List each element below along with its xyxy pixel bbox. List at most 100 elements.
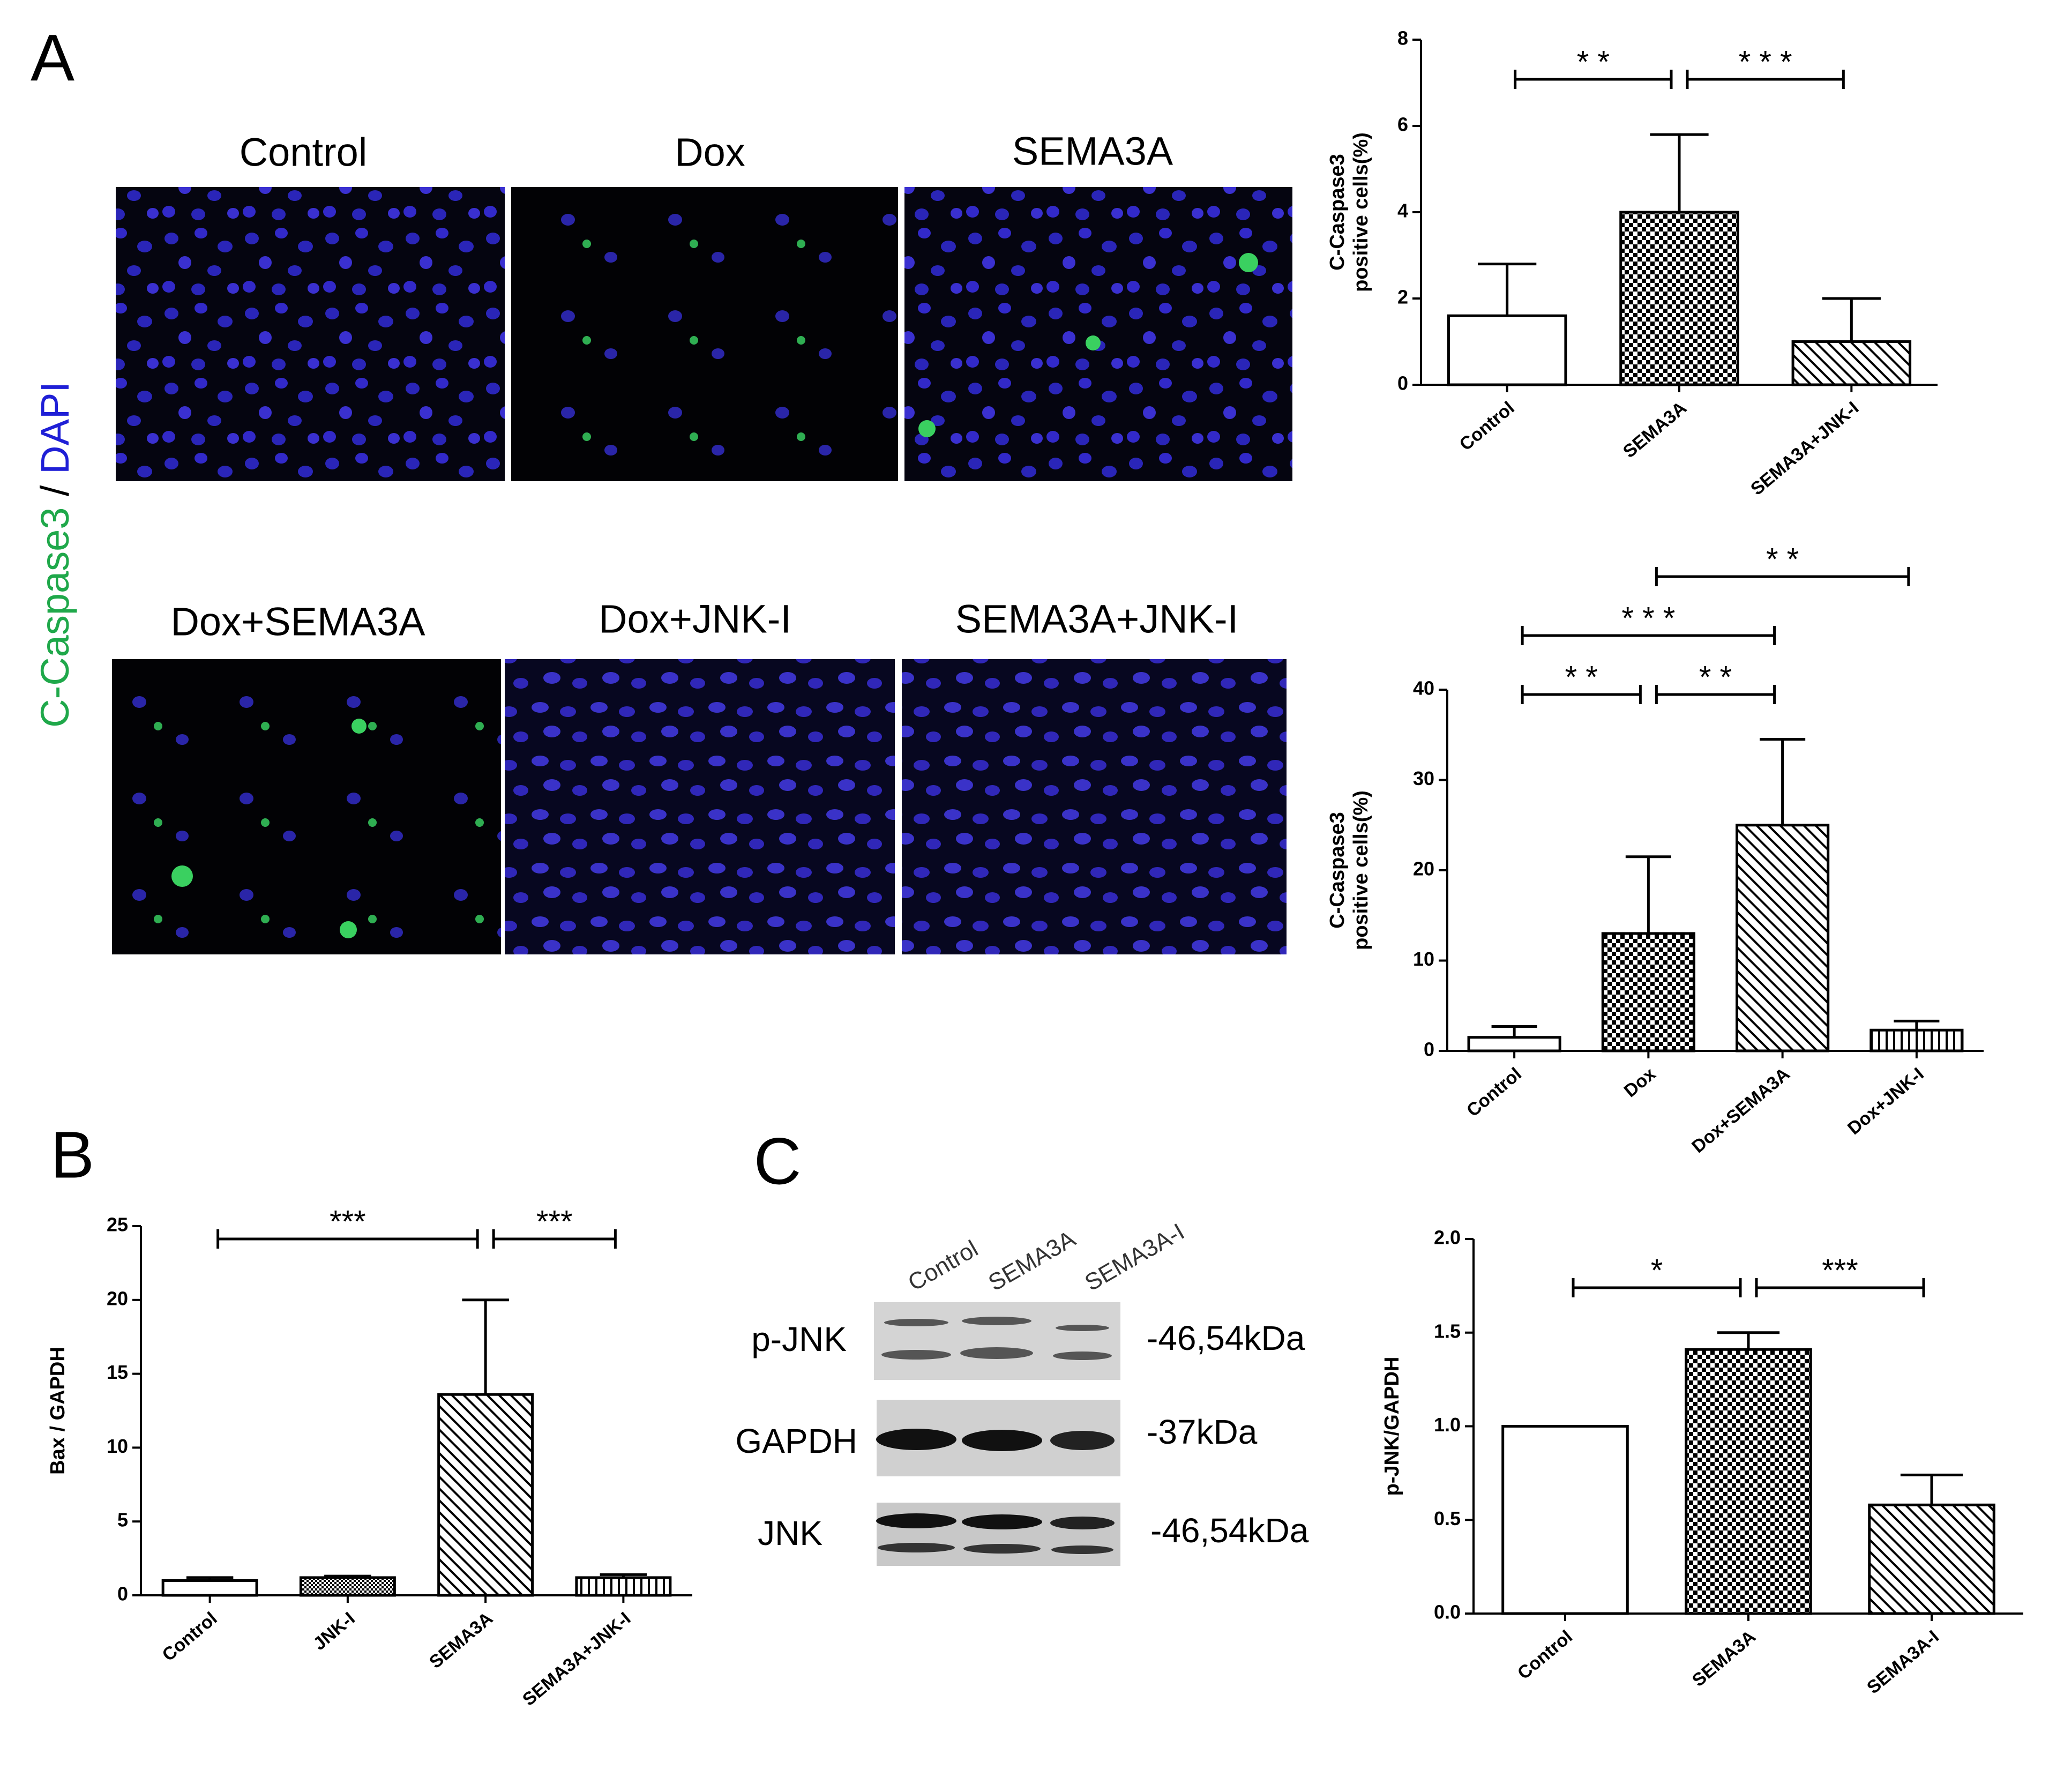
y-tick-label: 1.5 [1434, 1320, 1461, 1342]
y-tick-label: 6 [1397, 114, 1408, 136]
significance-label: * * [1577, 44, 1610, 79]
y-axis-label-line: C-Caspase3 [1326, 154, 1349, 271]
panel-label: B [50, 1118, 94, 1192]
blot-strip [877, 1503, 1120, 1566]
y-tick-label: 20 [107, 1287, 128, 1309]
x-tick-label: SEMA3A [1688, 1626, 1760, 1691]
micrograph-title: Dox+JNK-I [599, 597, 791, 641]
y-tick-label: 0 [1397, 372, 1408, 394]
y-axis-label-line: C-Caspase3 [1326, 812, 1349, 929]
significance-label: *** [1822, 1253, 1858, 1288]
lane-label: SEMA3A-I [1080, 1219, 1188, 1296]
error-bar [1625, 855, 1671, 934]
micrograph [902, 659, 1287, 954]
y-axis-label-line: positive cells(%) [1350, 132, 1372, 292]
micrograph [116, 187, 505, 481]
bar [1501, 1425, 1629, 1615]
bar-chart: 0 10 20 30 40 C-Caspase3positive cells(%) Cont… [1326, 542, 1984, 1157]
bar [1791, 340, 1912, 386]
apoptotic-cell [171, 865, 193, 887]
size-label: -46,54kDa [1147, 1319, 1305, 1357]
size-label: -37kDa [1147, 1413, 1258, 1451]
bar [1447, 314, 1567, 386]
micrograph-title: SEMA3A [1012, 129, 1173, 174]
micrograph-title: SEMA3A+JNK-I [955, 597, 1238, 641]
significance-bracket: * * * [1686, 44, 1845, 89]
micrographs [112, 187, 1292, 954]
y-tick-label: 25 [107, 1214, 128, 1236]
micrograph-title: Control [240, 130, 368, 175]
y-tick-label: 0.5 [1434, 1507, 1461, 1529]
apoptotic-cell [1086, 335, 1101, 350]
significance-label: * * [1766, 542, 1799, 577]
x-tick-label: Control [159, 1608, 221, 1666]
bar-chart: 0 2 4 6 8 C-Caspase3positive cells(%) Control S… [1326, 27, 1938, 499]
panel-label: C [754, 1125, 802, 1198]
error-bar [1900, 1473, 1963, 1505]
bar [1868, 1503, 1995, 1615]
significance-label: *** [536, 1204, 573, 1239]
bar [1685, 1348, 1812, 1615]
x-tick-label: Dox+JNK-I [1844, 1064, 1928, 1139]
lane-label: Control [903, 1235, 982, 1296]
y-axis-label: p-JNK/GAPDH [1381, 1357, 1403, 1496]
y-axis-label: C-Caspase3positive cells(%) [1326, 132, 1372, 292]
y-tick-label: 10 [1413, 948, 1434, 970]
significance-label: * * * [1739, 44, 1792, 79]
y-axis-label: Bax / GAPDH [47, 1347, 69, 1475]
significance-bracket: *** [1755, 1253, 1925, 1297]
x-tick-label: Control [1514, 1626, 1576, 1684]
apoptotic-cell [352, 719, 367, 734]
y-tick-label: 2 [1397, 286, 1408, 308]
x-tick-label: JNK-I [309, 1608, 358, 1654]
protein-label: GAPDH [735, 1422, 857, 1460]
y-axis-label-line: p-JNK/GAPDH [1381, 1357, 1403, 1496]
bar [575, 1576, 672, 1597]
protein-label: JNK [758, 1514, 822, 1552]
bar [1601, 932, 1695, 1052]
y-tick-label: 20 [1413, 858, 1434, 880]
error-bar [1894, 1019, 1940, 1031]
bar [299, 1576, 396, 1597]
y-tick-label: 40 [1413, 677, 1434, 699]
error-bar [1822, 297, 1881, 342]
significance-label: * * [1565, 660, 1598, 695]
western-blot: Control SEMA3A SEMA3A-I p-JNK GAPDH JNK … [735, 1219, 1309, 1566]
error-bar [1650, 133, 1709, 212]
error-bar [324, 1574, 371, 1578]
bar [1869, 1028, 1964, 1052]
significance-bracket: * * * [1521, 601, 1776, 645]
error-bar [600, 1573, 647, 1578]
significance-bracket: *** [216, 1204, 479, 1249]
y-axis-label: C-Caspase3positive cells(%) [1326, 790, 1372, 950]
micrograph [505, 659, 895, 954]
significance-label: * * * [1621, 601, 1675, 636]
y-tick-label: 8 [1397, 27, 1408, 49]
error-bar [462, 1298, 509, 1395]
y-tick-label: 0.0 [1434, 1601, 1461, 1623]
significance-bracket: * * [1655, 660, 1776, 704]
significance-bracket: * * [1521, 660, 1642, 704]
x-tick-label: Control [1456, 398, 1519, 455]
y-axis-label-line: Bax / GAPDH [47, 1347, 69, 1475]
significance-label: *** [330, 1204, 366, 1239]
micrograph [112, 659, 501, 954]
significance-bracket: *** [492, 1204, 617, 1249]
significance-bracket: * * [1655, 542, 1910, 586]
bands [876, 1317, 1115, 1554]
marker-label: C-Caspase3 [33, 507, 77, 728]
apoptotic-cell [340, 921, 357, 938]
bar [437, 1393, 534, 1597]
stain-label: C-Caspase3 / DAPI [33, 382, 77, 728]
apoptotic-cell [1239, 253, 1258, 272]
x-tick-label: Control [1463, 1064, 1525, 1121]
error-bar [1717, 1331, 1780, 1350]
y-tick-label: 5 [117, 1509, 128, 1531]
error-bar [1760, 738, 1806, 825]
y-axis-label-line: positive cells(%) [1350, 790, 1372, 950]
micrograph [904, 187, 1292, 481]
significance-bracket: * [1572, 1253, 1742, 1297]
x-tick-label: SEMA3A [425, 1608, 497, 1672]
bar [1619, 211, 1739, 386]
bar-chart: 0 5 10 15 20 25 Bax / GAPDH Control JNK-I SEMA3A S… [47, 1204, 692, 1710]
